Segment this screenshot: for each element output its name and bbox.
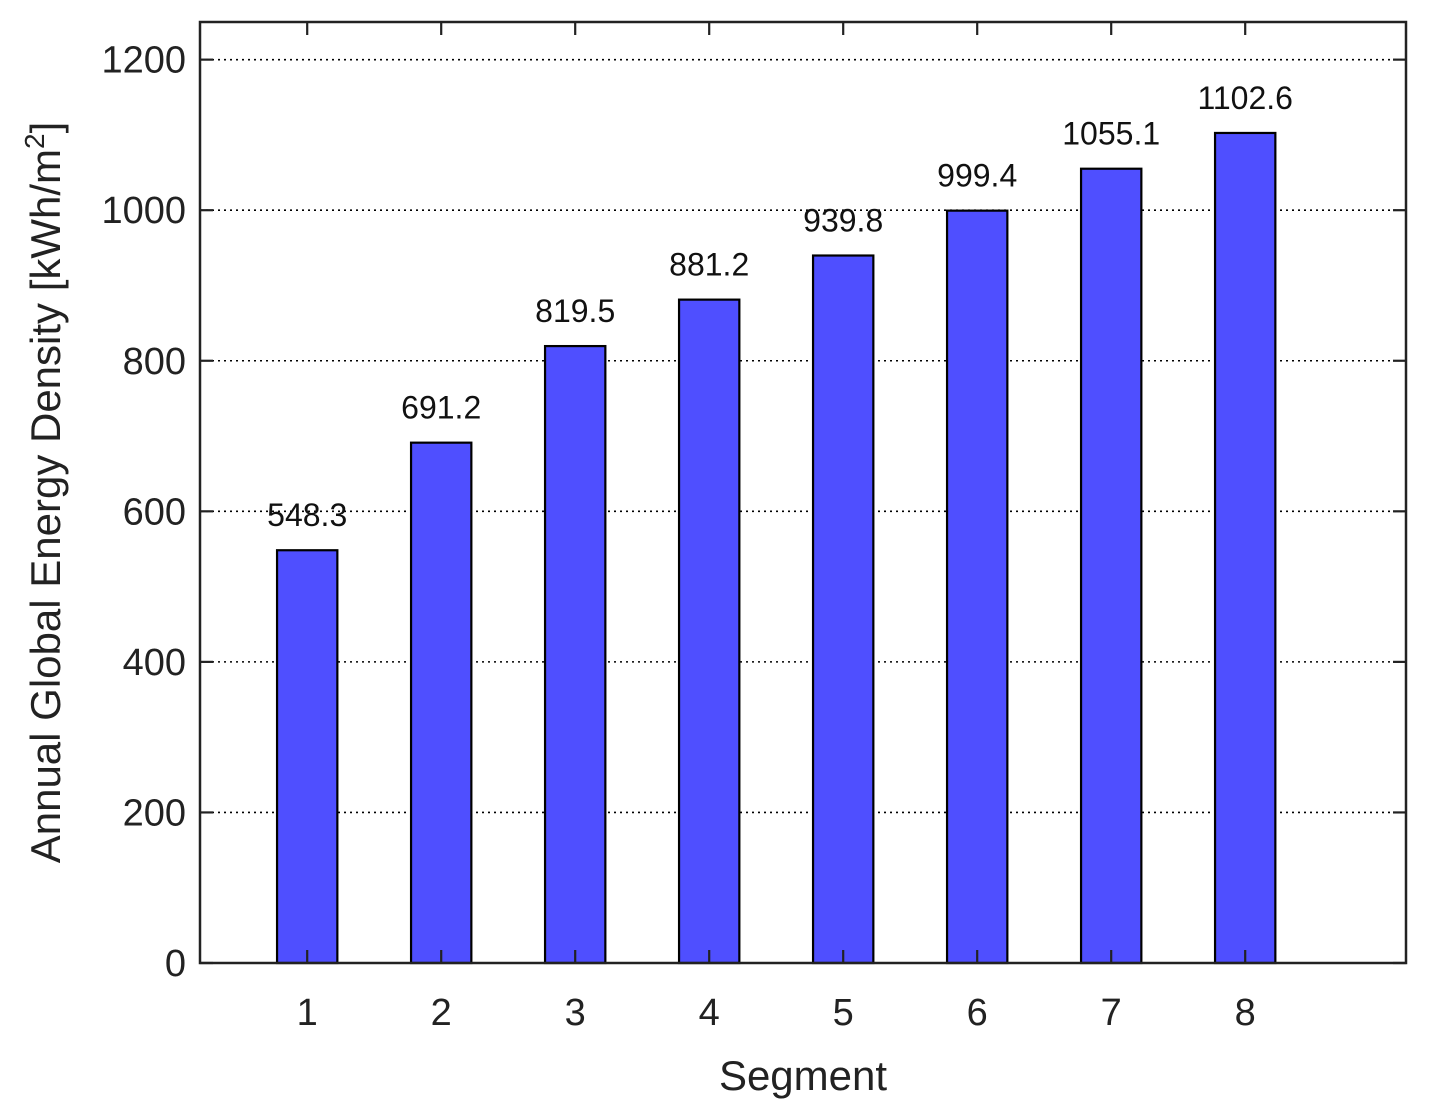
bar-segment-7 (1079, 167, 1143, 965)
x-tick-label-5: 5 (833, 992, 854, 1034)
bar-segment-6 (945, 209, 1009, 965)
y-tick-label-1000: 1000 (101, 190, 186, 232)
x-tick-label-2: 2 (431, 992, 452, 1034)
x-axis-title: Segment (719, 1052, 887, 1099)
plot-frame (198, 20, 1408, 965)
x-tick-label-7: 7 (1101, 992, 1122, 1034)
value-label-segment-7: 1055.1 (1062, 116, 1160, 152)
y-tick-label-600: 600 (123, 491, 186, 533)
bars (275, 131, 1277, 965)
y-axis-title-main: Annual Global Energy Density [kWh/m (22, 149, 69, 863)
bar-segment-2 (409, 441, 473, 965)
value-label-segment-2: 691.2 (401, 390, 481, 426)
x-tick-label-1: 1 (297, 992, 318, 1034)
value-label-segment-5: 939.8 (803, 203, 883, 239)
y-axis-title-superscript: 2 (19, 133, 50, 149)
y-tick-label-800: 800 (123, 341, 186, 383)
value-label-segment-3: 819.5 (535, 293, 615, 329)
axis-ticks (200, 22, 1406, 965)
bar-segment-5 (811, 254, 875, 965)
x-tick-label-4: 4 (699, 992, 720, 1034)
y-tick-label-200: 200 (123, 792, 186, 834)
value-label-segment-4: 881.2 (669, 247, 749, 283)
bar-segment-3 (543, 344, 607, 965)
x-tick-label-8: 8 (1235, 992, 1256, 1034)
value-labels: 548.3 691.2 819.5 881.2 939.8 999.4 1055.1 1102… (267, 80, 1293, 533)
y-tick-label-1200: 1200 (101, 40, 186, 82)
y-axis-title: Annual Global Energy Density [kWh/m2] (19, 122, 69, 864)
y-tick-labels: 0 200 400 600 800 1000 1200 (101, 40, 186, 985)
bar-segment-8 (1213, 131, 1277, 965)
y-axis-title-end: ] (22, 122, 69, 134)
value-label-segment-6: 999.4 (937, 158, 1017, 194)
bar-segment-4 (677, 298, 741, 965)
x-tick-label-6: 6 (967, 992, 988, 1034)
y-tick-label-400: 400 (123, 642, 186, 684)
value-label-segment-1: 548.3 (267, 497, 347, 533)
bar-segment-1 (275, 549, 339, 965)
x-tick-label-3: 3 (565, 992, 586, 1034)
value-label-segment-8: 1102.6 (1197, 80, 1293, 116)
y-tick-label-0: 0 (165, 943, 186, 985)
x-tick-labels: 1 2 3 4 5 6 7 8 (297, 992, 1256, 1034)
